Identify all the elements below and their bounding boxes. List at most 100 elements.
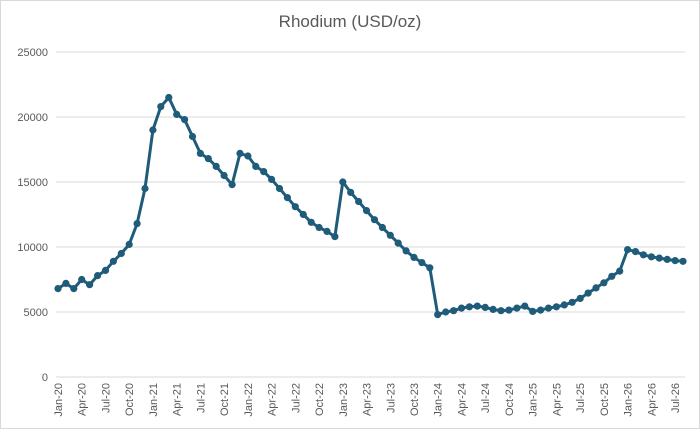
data-point [275,184,284,193]
data-point [299,210,307,219]
x-tick-label: Apr-20 [77,383,89,416]
data-point [181,116,189,124]
data-point [639,251,648,259]
data-point [78,275,86,284]
data-point [283,194,291,202]
data-point [426,264,434,272]
data-point [552,303,561,311]
x-tick-label: Oct-22 [314,383,326,416]
x-tick-label: Jan-24 [433,383,445,417]
data-point [521,302,529,310]
data-point [418,259,426,267]
gridlines [56,51,685,378]
data-point [647,253,656,261]
data-point [631,248,640,256]
data-point [331,233,339,241]
x-tick-label: Jul-23 [385,383,397,413]
data-point [576,294,584,302]
x-tick-label: Jan-23 [338,383,350,417]
x-tick-label: Apr-23 [362,383,374,416]
data-point [109,257,117,265]
x-tick-label: Jan-25 [528,383,540,417]
x-tick-label: Jan-22 [243,383,255,417]
x-tick-label: Apr-21 [172,383,184,416]
x-tick-label: Oct-20 [124,383,136,416]
data-point [228,181,236,189]
data-point [62,279,70,287]
data-point [394,239,402,247]
data-point [473,302,481,310]
data-point [94,272,102,280]
data-point [370,216,379,224]
data-point [600,279,608,287]
data-point [679,257,687,265]
x-tick-label: Jul-26 [670,383,682,413]
data-point [489,305,497,313]
data-point [307,218,315,226]
data-point [410,253,418,261]
data-point [244,152,252,160]
data-point [260,168,268,176]
data-point [355,197,363,206]
x-tick-label: Jul-25 [575,383,587,413]
data-point [544,304,553,312]
y-axis-labels: 0 5000 10000 15000 20000 25000 [17,47,48,384]
x-tick-label: Jul-20 [100,383,112,413]
data-point [339,178,347,186]
x-tick-label: Oct-21 [219,383,231,416]
data-point [315,223,323,232]
data-point [663,255,671,263]
data-point [624,246,632,254]
data-point [465,303,473,311]
data-point [54,285,62,293]
data-point [378,223,386,232]
x-tick-label: Apr-24 [456,383,468,416]
data-point [196,149,204,157]
y-tick-label: 20000 [17,112,48,124]
data-point [141,184,149,193]
data-point [402,247,410,255]
data-point [347,188,355,196]
x-tick-label: Oct-23 [409,383,421,416]
data-point [592,284,600,292]
data-point [616,267,624,275]
x-tick-label: Apr-26 [646,383,658,416]
data-point [133,220,141,228]
data-point [220,171,228,180]
data-point [537,306,545,314]
data-point [125,240,133,248]
data-point [268,175,276,183]
x-tick-label: Apr-25 [551,383,563,416]
data-point [457,304,466,312]
x-tick-label: Apr-22 [267,383,279,416]
data-point [149,126,157,134]
data-point [442,308,450,316]
data-point [450,307,458,315]
x-tick-label: Jan-21 [148,383,160,417]
data-point [173,110,181,118]
data-point [70,285,78,293]
data-point [434,311,442,319]
x-tick-label: Jul-24 [480,383,492,413]
data-point [608,272,616,280]
x-tick-label: Jul-22 [290,383,302,413]
y-tick-label: 5000 [24,307,48,319]
y-tick-label: 0 [42,372,48,384]
data-point [671,257,679,265]
data-point [497,307,505,315]
data-point [188,132,197,141]
data-point [560,301,568,309]
data-point [505,306,513,314]
data-point [291,203,299,211]
data-point [86,281,94,289]
data-point [584,289,592,297]
series-rhodium [54,93,687,319]
data-point [165,93,173,102]
data-point [236,149,244,157]
x-tick-label: Jan-20 [53,383,65,417]
y-tick-label: 10000 [17,242,48,254]
data-point [386,231,394,239]
x-tick-label: Jul-21 [195,383,207,413]
chart-title: Rhodium (USD/oz) [278,12,422,31]
